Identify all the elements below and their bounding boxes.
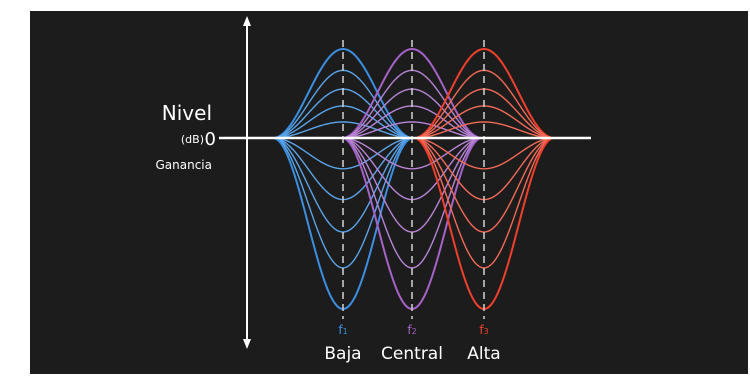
center-lines	[342, 40, 485, 319]
band-name-low: Baja	[324, 344, 361, 364]
level-axis-title: Nivel	[162, 101, 212, 125]
level-axis-arrow-down	[243, 339, 251, 349]
curve-mid-5	[341, 137, 483, 170]
band-name-high: Alta	[467, 344, 500, 364]
curve-low-4	[272, 121, 414, 139]
level-axis-unit: (dB)	[181, 133, 204, 146]
curve-high-0	[413, 47, 555, 139]
freq-label-high: f3	[479, 323, 488, 337]
band-high-labels: f3 Alta	[467, 323, 500, 364]
curve-low-0	[272, 47, 414, 139]
level-zero-label: 0	[205, 129, 216, 150]
band-name-mid: Central	[381, 344, 443, 364]
eq-diagram: Nivel (dB) 0 Ganancia f1 Baja f2 Central…	[155, 16, 591, 364]
curve-mid-8	[341, 137, 483, 269]
freq-label-mid: f2	[407, 323, 416, 337]
freq-label-low: f1	[338, 323, 347, 337]
diagram-panel: Nivel (dB) 0 Ganancia f1 Baja f2 Central…	[30, 11, 748, 374]
curve-mid-4	[341, 121, 483, 139]
curve-low-8	[272, 137, 414, 269]
curve-high-4	[413, 121, 555, 139]
curve-high-8	[413, 137, 555, 269]
band-low-labels: f1 Baja	[324, 323, 361, 364]
band-mid-labels: f2 Central	[381, 323, 443, 364]
curve-high-5	[413, 137, 555, 170]
gain-label: Ganancia	[155, 158, 212, 172]
curve-low-5	[272, 137, 414, 170]
level-axis-arrow-up	[243, 16, 251, 26]
band-curves	[272, 47, 555, 311]
